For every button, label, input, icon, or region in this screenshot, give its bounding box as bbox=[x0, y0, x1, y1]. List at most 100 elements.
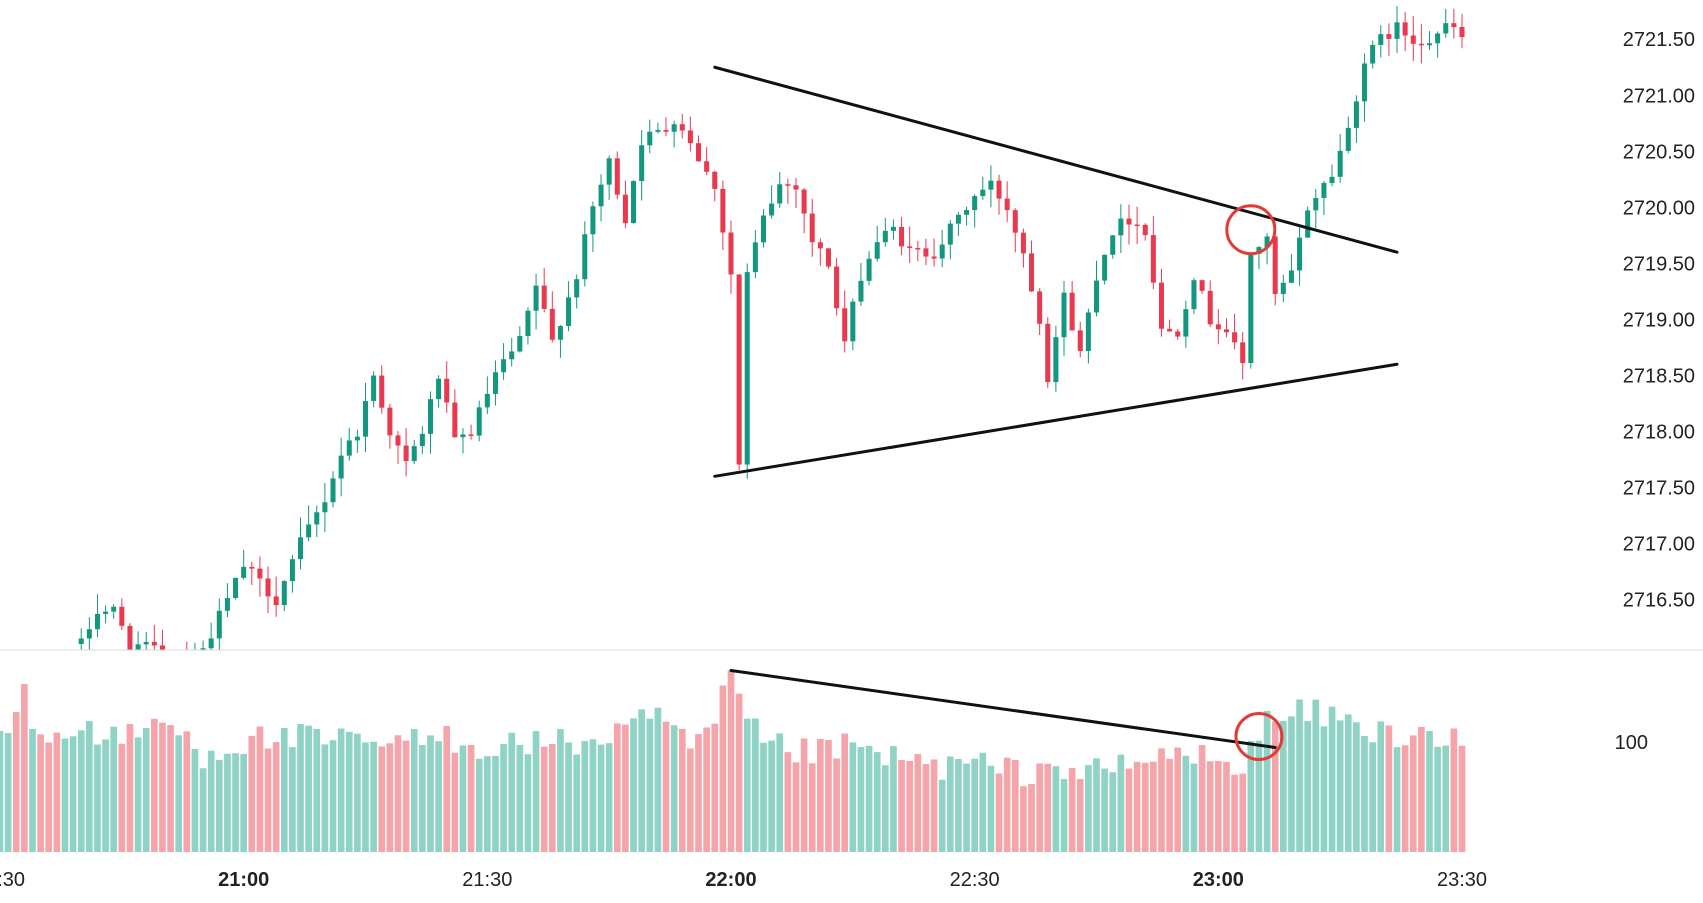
candle-body bbox=[1321, 183, 1327, 199]
candle-body bbox=[151, 641, 157, 646]
candle-body bbox=[468, 434, 474, 436]
price-tick-label: 2717.50 bbox=[1623, 478, 1695, 500]
volume-bar bbox=[743, 718, 751, 852]
volume-bar bbox=[1028, 784, 1035, 852]
candle-body bbox=[1418, 43, 1424, 46]
volume-bar bbox=[1231, 774, 1238, 852]
volume-bar bbox=[199, 768, 207, 852]
time-tick-label: 21:30 bbox=[462, 869, 512, 891]
candle-body bbox=[582, 234, 588, 280]
volume-bar bbox=[573, 754, 581, 852]
volume-bar bbox=[1141, 762, 1149, 852]
volume-bar bbox=[719, 685, 727, 852]
volume-bar bbox=[0, 730, 4, 852]
candle-body bbox=[1329, 176, 1335, 184]
volume-bar bbox=[410, 729, 418, 852]
candle-body bbox=[395, 435, 401, 446]
price-tick-label: 2720.50 bbox=[1623, 141, 1695, 163]
candle-body bbox=[1053, 337, 1059, 383]
volume-bar bbox=[37, 734, 44, 852]
volume-bar bbox=[881, 765, 889, 852]
volume-bar bbox=[808, 763, 816, 852]
volume-bar bbox=[362, 742, 369, 852]
candle-body bbox=[614, 158, 620, 195]
candle-body bbox=[647, 131, 653, 146]
volume-bar bbox=[1076, 778, 1084, 852]
price-tick-label: 2719.50 bbox=[1623, 253, 1695, 275]
candle-body bbox=[1313, 198, 1319, 211]
candle-body bbox=[1443, 23, 1449, 34]
volume-bar bbox=[890, 746, 897, 852]
volume-bar bbox=[1133, 761, 1141, 852]
volume-bar bbox=[289, 747, 296, 852]
candle-body bbox=[549, 308, 555, 340]
candle-body bbox=[728, 232, 734, 275]
candle-body bbox=[834, 266, 840, 309]
candle-body bbox=[1167, 328, 1173, 332]
volume-bar bbox=[597, 744, 605, 852]
volume-bar bbox=[443, 725, 451, 852]
volume-bar bbox=[1060, 779, 1068, 852]
volume-bar bbox=[1036, 763, 1043, 852]
volume-bar bbox=[118, 743, 126, 852]
time-tick-label: 21:00 bbox=[218, 869, 269, 891]
candle-body bbox=[1142, 224, 1148, 236]
volume-bar bbox=[337, 728, 345, 852]
candle-body bbox=[135, 644, 141, 650]
volume-bar bbox=[622, 724, 629, 852]
candle-body bbox=[712, 171, 718, 189]
volume-bar bbox=[711, 723, 719, 852]
candle-body bbox=[1435, 33, 1441, 44]
candle-body bbox=[785, 184, 791, 186]
candle-body bbox=[298, 537, 304, 560]
volume-bar bbox=[1288, 716, 1295, 852]
candle-body bbox=[1353, 101, 1359, 128]
candle-body bbox=[411, 446, 417, 462]
candle-body bbox=[330, 478, 336, 503]
candle-body bbox=[281, 581, 287, 606]
candle-body bbox=[1288, 270, 1294, 283]
volume-bar bbox=[215, 759, 223, 852]
candle-body bbox=[1150, 235, 1156, 283]
volume-bar bbox=[94, 744, 101, 852]
candle-body bbox=[1134, 224, 1140, 227]
candle-body bbox=[1451, 23, 1457, 28]
candle-body bbox=[1102, 254, 1108, 281]
volume-bar bbox=[378, 746, 386, 852]
volume-bar bbox=[475, 758, 483, 852]
volume-bar bbox=[167, 725, 174, 852]
triangle-upper-trendline bbox=[713, 65, 1399, 254]
candle-body bbox=[78, 638, 84, 645]
volume-bar bbox=[841, 733, 849, 852]
volume-bar bbox=[963, 763, 970, 852]
candle-body bbox=[1004, 198, 1010, 211]
candle-body bbox=[858, 280, 864, 302]
candle-body bbox=[159, 645, 165, 650]
volume-bar bbox=[1255, 740, 1263, 852]
volume-breakout-circle bbox=[1234, 712, 1284, 761]
volume-bar bbox=[1101, 768, 1108, 852]
volume-trendline bbox=[729, 669, 1277, 749]
candle-body bbox=[1426, 43, 1433, 46]
volume-bar bbox=[1401, 745, 1409, 852]
candle-body bbox=[1378, 34, 1384, 45]
candle-body bbox=[1126, 218, 1132, 225]
volume-bar bbox=[703, 727, 710, 852]
volume-bar bbox=[1320, 726, 1328, 852]
candle-body bbox=[866, 258, 872, 281]
volume-bar bbox=[1174, 747, 1182, 852]
breakout-circle bbox=[1225, 204, 1277, 256]
candle-body bbox=[306, 524, 312, 538]
candle-body bbox=[338, 455, 344, 479]
candle-body bbox=[533, 285, 539, 311]
volume-bar bbox=[500, 744, 507, 852]
candle-body bbox=[850, 301, 856, 342]
price-pane bbox=[78, 6, 1465, 650]
volume-bar bbox=[922, 764, 930, 852]
volume-bar bbox=[419, 744, 426, 852]
price-tick-label: 2717.00 bbox=[1623, 534, 1695, 556]
candle-body bbox=[1264, 236, 1270, 248]
candle-body bbox=[1020, 232, 1026, 254]
volume-bar bbox=[581, 741, 589, 852]
volume-bar bbox=[69, 736, 77, 852]
